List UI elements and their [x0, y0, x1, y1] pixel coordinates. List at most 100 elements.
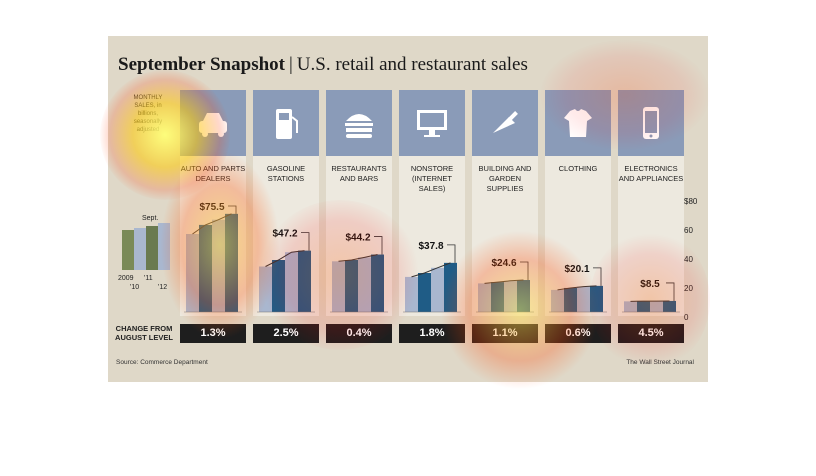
bar — [186, 234, 199, 312]
category-column: AUTO AND PARTS DEALERS $75.5 — [180, 90, 246, 316]
bar — [663, 300, 676, 312]
category-column: GASOLINE STATIONS $47.2 — [253, 90, 319, 316]
category-plot: $8.5 — [622, 279, 680, 313]
category-icon-tile — [399, 90, 465, 156]
category-icon-tile — [180, 90, 246, 156]
value-label: $44.2 — [345, 233, 370, 244]
legend-year-label: '11 — [144, 275, 153, 282]
bar — [212, 219, 225, 312]
source-note: Source: Commerce Department — [116, 359, 208, 366]
shirt-icon — [564, 109, 592, 137]
phone-icon — [643, 107, 659, 139]
category-plot: $75.5 — [184, 202, 242, 313]
category-icon-tile — [253, 90, 319, 156]
y-tick-label: 60 — [684, 226, 693, 235]
legend-bar — [158, 223, 170, 270]
category-icon-tile — [326, 90, 392, 156]
bar — [517, 280, 530, 312]
value-label: $75.5 — [199, 202, 224, 213]
bar — [418, 273, 431, 312]
value-leader — [520, 261, 529, 281]
legend-bar — [122, 230, 134, 270]
value-label: $8.5 — [640, 279, 660, 290]
change-value: 0.4% — [326, 324, 392, 343]
trend-line — [338, 254, 378, 262]
value-label: $24.6 — [491, 258, 516, 269]
value-label: $20.1 — [564, 264, 589, 275]
legend-year-label: '10 — [130, 284, 139, 291]
y-tick-label: 20 — [684, 284, 693, 293]
chart-panel: September Snapshot | U.S. retail and resta… — [108, 36, 708, 382]
value-label: $47.2 — [272, 229, 297, 240]
bar — [332, 261, 345, 312]
legend-sept-label: Sept. — [142, 215, 158, 222]
value-leader — [666, 282, 675, 301]
bar — [285, 252, 298, 312]
bar — [358, 257, 371, 312]
y-tick-label: $80 — [684, 197, 698, 206]
bar — [637, 301, 650, 312]
category-icon-tile — [545, 90, 611, 156]
category-label: NONSTORE (INTERNET SALES) — [410, 164, 454, 193]
bar — [577, 286, 590, 312]
bar — [444, 262, 457, 312]
legend-year-label: 2009 — [118, 275, 134, 282]
change-value: 1.8% — [399, 324, 465, 343]
bar — [371, 254, 384, 312]
category-label: CLOTHING — [558, 164, 598, 173]
legend-mini-chart: Sept. 2009 '10 '11 '12 — [118, 215, 170, 291]
category-icon-tile — [472, 90, 538, 156]
category-label: RESTAURANTS AND BARS — [331, 164, 387, 183]
value-leader — [374, 236, 383, 255]
bar — [225, 213, 238, 312]
monthly-sales-label: MONTHLY SALES, in billions, seasonally a… — [133, 95, 163, 133]
credit-note: The Wall Street Journal — [626, 359, 694, 366]
category-label: GASOLINE STATIONS — [266, 164, 306, 183]
category-label: ELECTRONICS AND APPLIANCES — [618, 164, 684, 183]
bar — [431, 267, 444, 312]
category-column: NONSTORE (INTERNET SALES) $37.8 — [399, 90, 465, 316]
category-column: RESTAURANTS AND BARS $44.2 — [326, 90, 392, 316]
title-separator: | — [288, 54, 293, 75]
bar — [298, 250, 311, 312]
category-plot: $47.2 — [257, 229, 315, 313]
computer-icon — [417, 110, 447, 137]
value-leader — [228, 205, 237, 214]
category-label: AUTO AND PARTS DEALERS — [180, 164, 246, 183]
change-value: 1.3% — [180, 324, 246, 343]
change-label: CHANGE FROM AUGUST LEVEL — [115, 324, 173, 342]
burger-icon — [345, 114, 373, 138]
bar — [504, 280, 517, 312]
bar — [478, 283, 491, 312]
legend-bar — [134, 228, 146, 270]
chart-title: September Snapshot | U.S. retail and resta… — [118, 54, 528, 76]
change-value: 4.5% — [618, 324, 684, 343]
change-value: 1.1% — [472, 324, 538, 343]
value-leader — [301, 232, 310, 251]
y-tick-label: 40 — [684, 255, 693, 264]
y-tick-label: 0 — [684, 313, 689, 322]
bar — [405, 276, 418, 312]
y-axis: $80 60 40 20 0 — [684, 197, 698, 322]
legend-year-label: '12 — [158, 284, 167, 291]
bar — [551, 289, 564, 312]
bar — [272, 260, 285, 312]
category-column: ELECTRONICS AND APPLIANCES $8.5 — [618, 90, 684, 316]
change-value: 0.6% — [545, 324, 611, 343]
trowel-icon — [493, 111, 518, 133]
car-icon — [199, 113, 227, 137]
value-leader — [447, 244, 456, 263]
category-icon-tile — [618, 90, 684, 156]
category-plot: $20.1 — [549, 264, 607, 313]
value-label: $37.8 — [418, 241, 443, 252]
bar — [590, 285, 603, 312]
category-column: CLOTHING $20.1 — [545, 90, 611, 316]
category-label: BUILDING AND GARDEN SUPPLIES — [478, 164, 532, 193]
gas-pump-icon — [276, 109, 298, 139]
category-plot: $37.8 — [403, 241, 461, 313]
bar — [345, 260, 358, 312]
title-main: September Snapshot — [118, 54, 285, 75]
category-plot: $44.2 — [330, 233, 388, 313]
legend-bar — [146, 226, 158, 270]
change-value: 2.5% — [253, 324, 319, 343]
